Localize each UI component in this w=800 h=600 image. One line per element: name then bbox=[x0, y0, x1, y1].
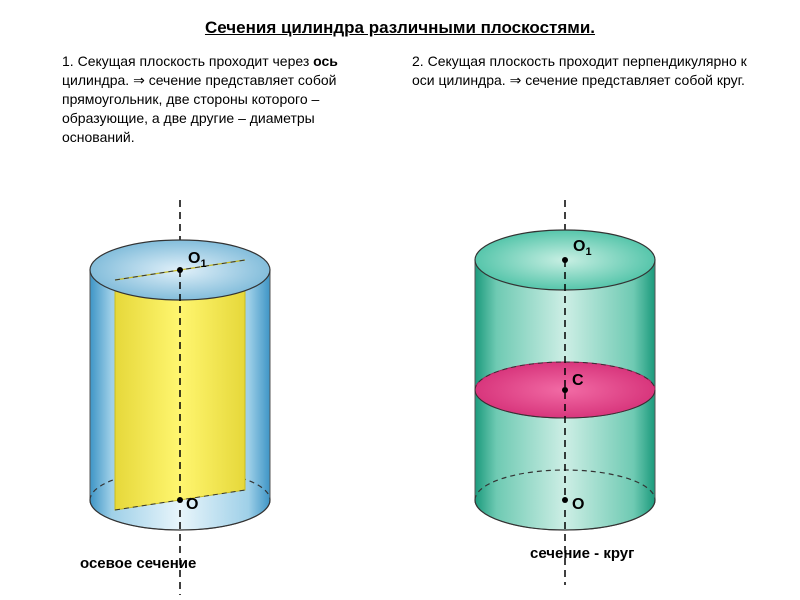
left-description: 1. Секущая плоскость проходит через ось … bbox=[42, 52, 388, 146]
left-bold: ось bbox=[313, 53, 338, 69]
right-figure: О1 С О bbox=[435, 200, 695, 600]
right-label-O1: О1 bbox=[573, 238, 592, 258]
right-description: 2. Секущая плоскость проходит перпендику… bbox=[412, 52, 758, 90]
left-text-after: цилиндра. ⇒ сечение представляет собой п… bbox=[62, 72, 336, 145]
left-figure: О1 О bbox=[50, 200, 310, 600]
page-title: Сечения цилиндра различными плоскостями. bbox=[0, 0, 800, 38]
left-caption: осевое сечение bbox=[80, 555, 196, 572]
right-label-O: О bbox=[572, 496, 584, 514]
columns: 1. Секущая плоскость проходит через ось … bbox=[0, 52, 800, 146]
right-num: 2. bbox=[412, 53, 424, 69]
right-caption: сечение - круг bbox=[530, 545, 634, 562]
right-column: 2. Секущая плоскость проходит перпендику… bbox=[400, 52, 770, 146]
left-label-O1: О1 bbox=[188, 250, 207, 270]
left-label-O: О bbox=[186, 496, 198, 514]
right-label-C: С bbox=[572, 372, 584, 390]
left-column: 1. Секущая плоскость проходит через ось … bbox=[30, 52, 400, 146]
left-num: 1. bbox=[62, 53, 74, 69]
left-text-before: Секущая плоскость проходит через bbox=[78, 53, 314, 69]
right-text: Секущая плоскость проходит перпендикуляр… bbox=[412, 53, 747, 88]
